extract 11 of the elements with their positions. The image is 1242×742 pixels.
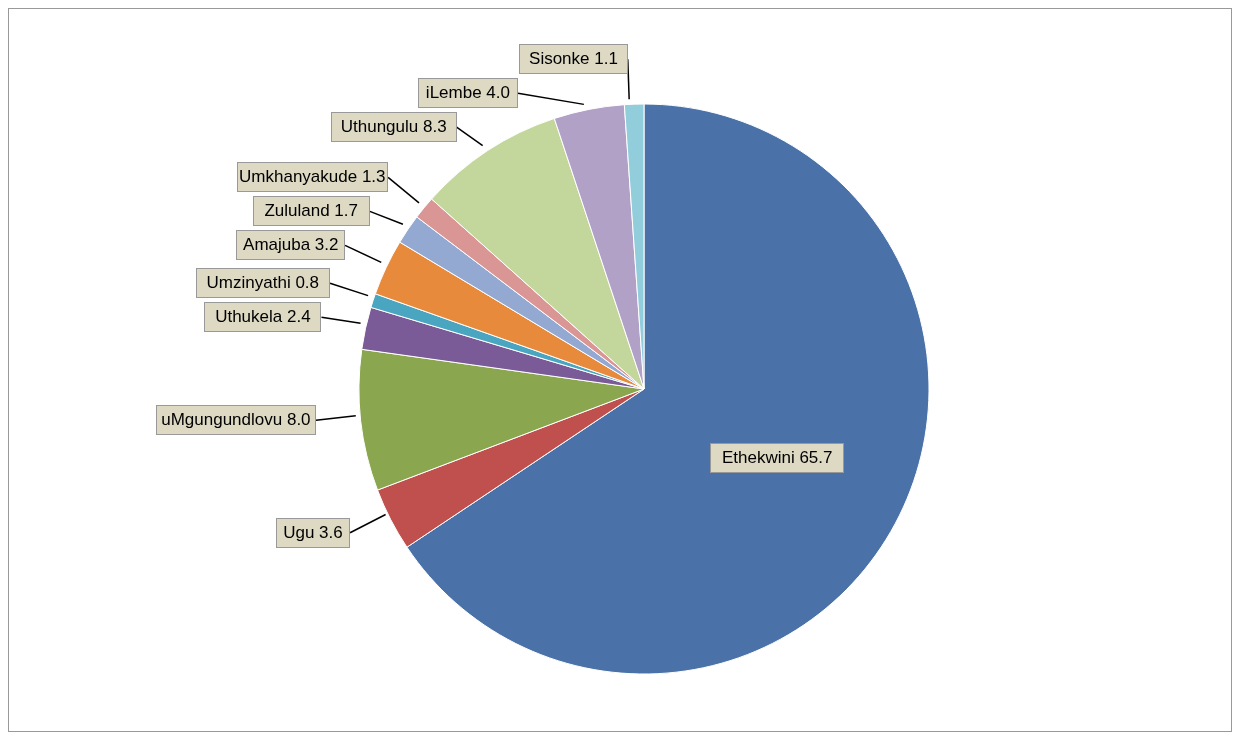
slice-label: Ethekwini 65.7 [710,442,845,473]
slice-label: Ugu 3.6 [275,517,351,548]
slice-label: iLembe 4.0 [417,78,518,109]
slice-label: Uthungulu 8.3 [330,112,457,143]
slice-label: Uthukela 2.4 [204,302,322,333]
slice-label: Sisonke 1.1 [519,44,628,75]
slice-label: Umzinyathi 0.8 [195,268,331,299]
slice-label: Amajuba 3.2 [236,230,346,261]
slice-label: uMgungundlovu 8.0 [155,405,316,436]
slice-label: Umkhanyakude 1.3 [236,162,389,193]
slice-label: Zululand 1.7 [252,196,370,227]
